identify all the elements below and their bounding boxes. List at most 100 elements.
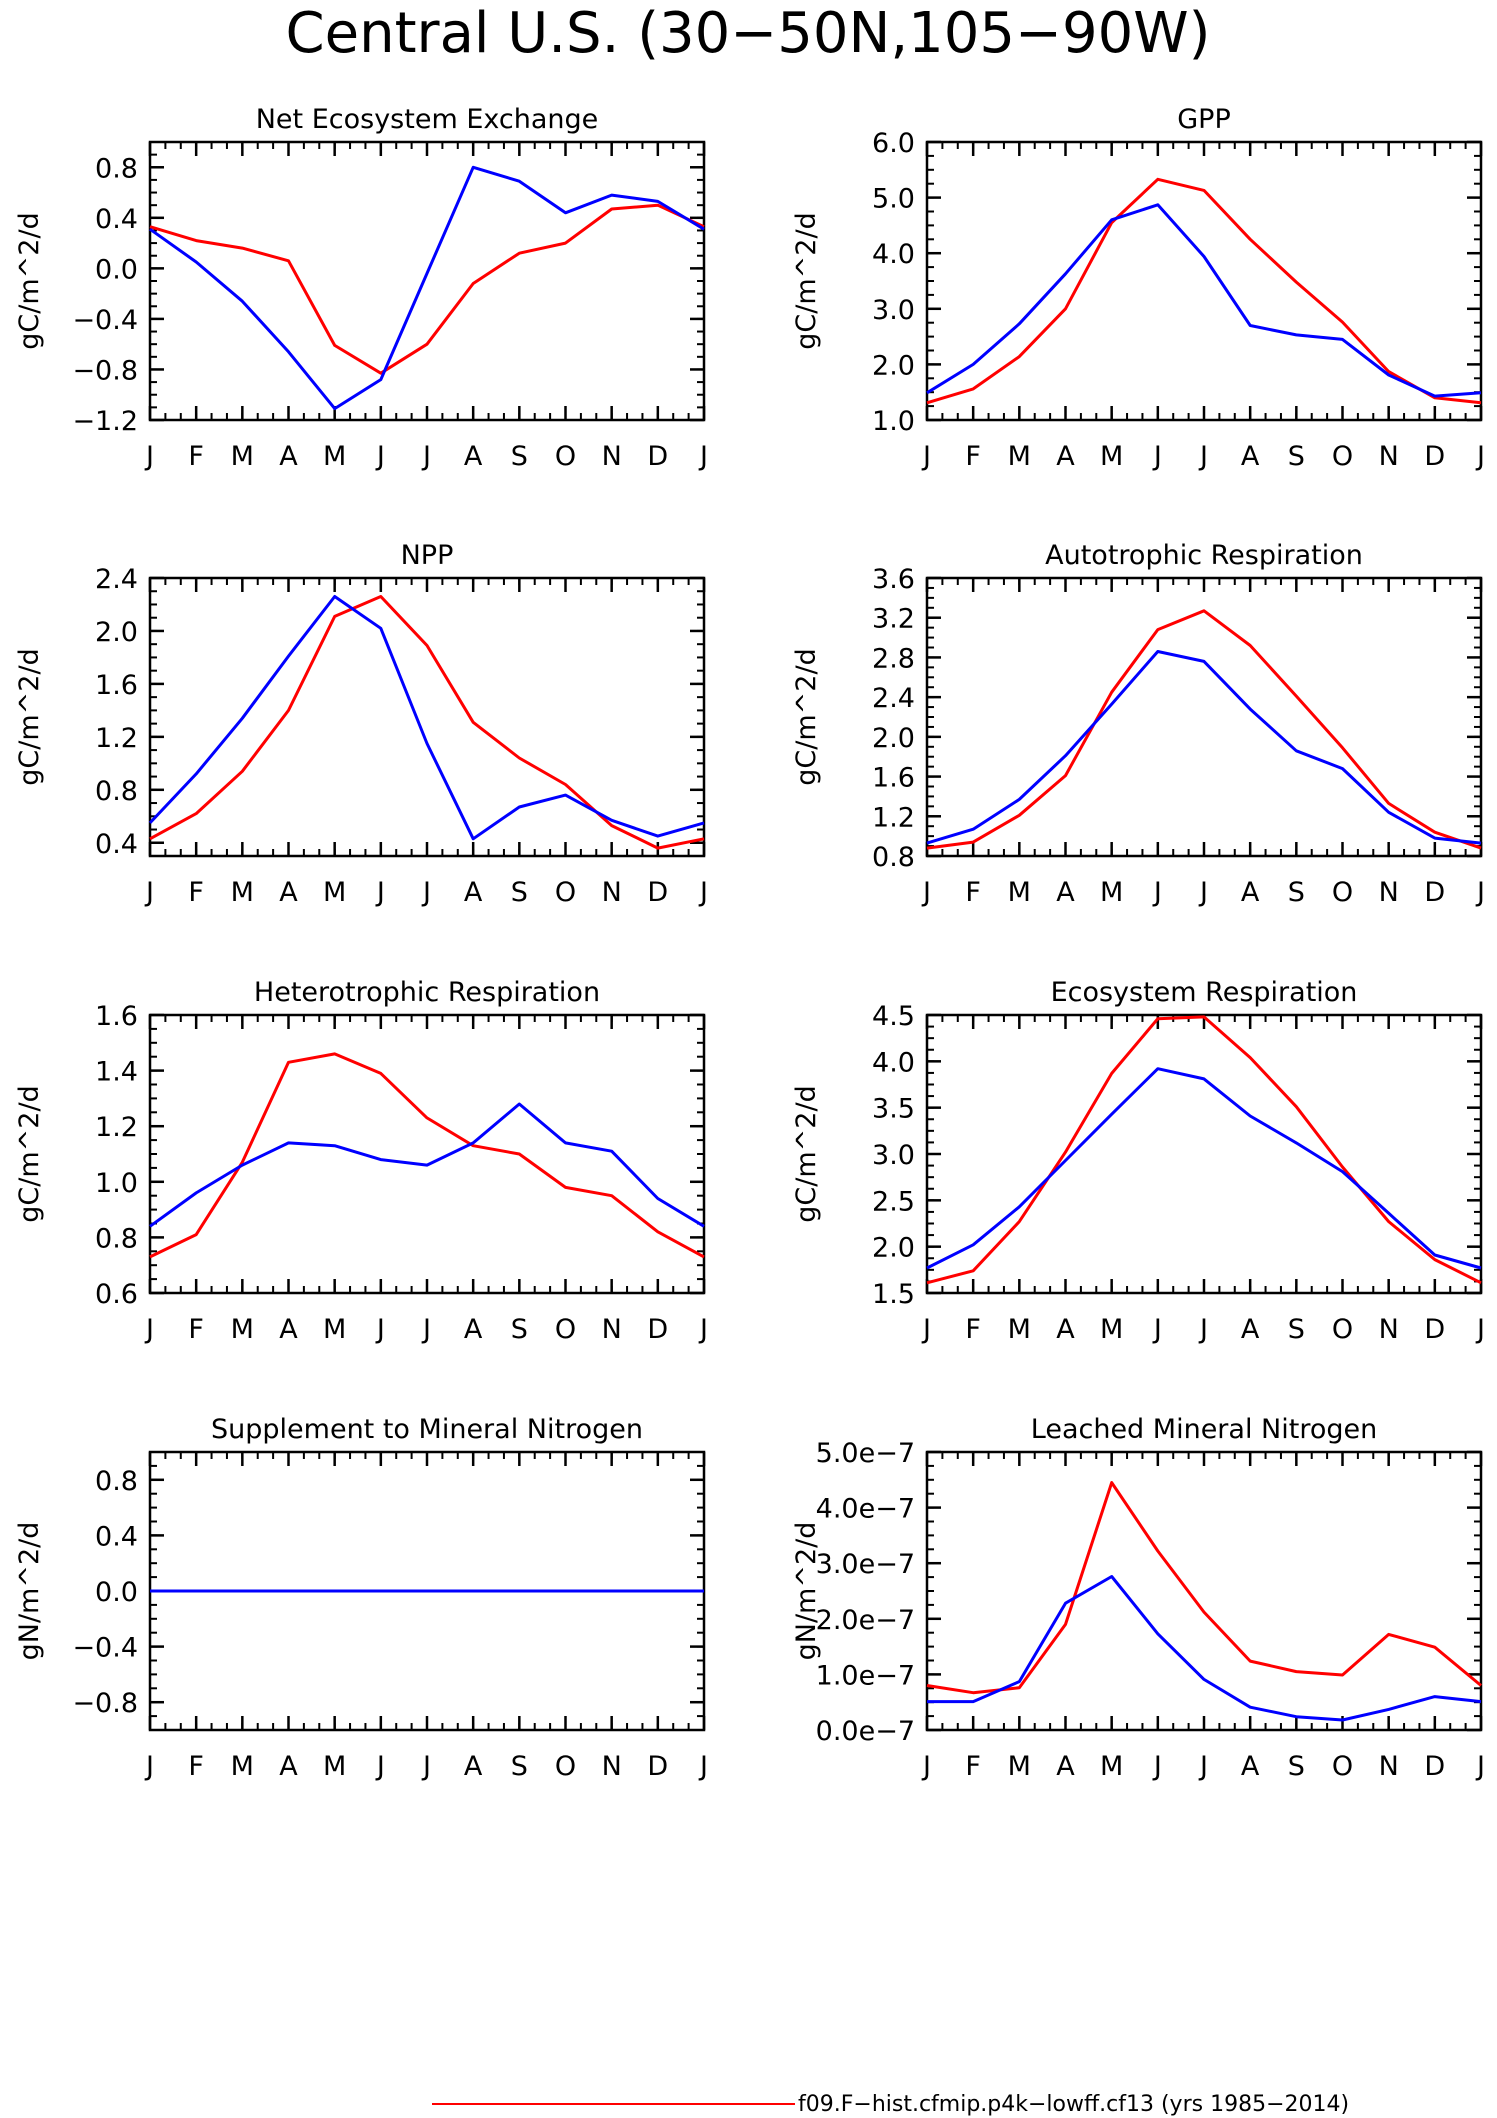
x-tick-label: D <box>1424 1751 1445 1782</box>
y-axis-label: gC/m^2/d <box>791 1085 822 1222</box>
x-tick-label: J <box>1475 877 1485 908</box>
x-tick-label: J <box>921 877 931 908</box>
x-tick-label: M <box>323 441 346 472</box>
x-tick-label: N <box>1379 441 1399 472</box>
series-line <box>149 203 705 375</box>
x-tick-label: J <box>921 1314 931 1345</box>
x-tick-label: M <box>1100 1751 1123 1782</box>
x-tick-label: S <box>511 1751 528 1782</box>
x-tick-label: J <box>1152 877 1162 908</box>
x-tick-label: J <box>1475 1751 1485 1782</box>
y-axis-label: gN/m^2/d <box>791 1522 822 1661</box>
x-tick-label: J <box>1198 877 1208 908</box>
x-tick-label: N <box>602 1314 622 1345</box>
y-tick-label: 4.0e−7 <box>816 1494 915 1525</box>
x-tick-label: F <box>965 877 981 908</box>
y-tick-label: 3.5 <box>872 1094 915 1125</box>
x-tick-label: M <box>323 1314 346 1345</box>
series-line <box>149 1052 705 1259</box>
series-line <box>926 609 1482 850</box>
y-tick-label: 3.6 <box>872 564 915 595</box>
y-tick-label: 0.8 <box>872 842 915 873</box>
x-tick-label: F <box>965 1314 981 1345</box>
x-tick-label: F <box>965 1751 981 1782</box>
y-tick-label: 1.0e−7 <box>816 1660 915 1691</box>
y-tick-label: 2.4 <box>95 564 138 595</box>
y-axis-label: gC/m^2/d <box>791 648 822 785</box>
chart-title: Autotrophic Respiration <box>1045 540 1363 571</box>
x-tick-label: J <box>421 441 431 472</box>
x-tick-label: A <box>279 877 298 908</box>
x-tick-label: D <box>1424 1314 1445 1345</box>
x-tick-label: O <box>555 441 576 472</box>
x-tick-label: D <box>647 1314 668 1345</box>
x-tick-label: M <box>1100 877 1123 908</box>
x-tick-label: N <box>1379 1751 1399 1782</box>
x-tick-label: A <box>1241 1314 1260 1345</box>
y-tick-label: 1.4 <box>95 1057 138 1088</box>
x-tick-label: S <box>511 1314 528 1345</box>
x-tick-label: J <box>698 441 708 472</box>
x-tick-label: J <box>421 1751 431 1782</box>
y-tick-label: 1.6 <box>872 763 915 794</box>
x-tick-label: O <box>1332 1751 1353 1782</box>
y-tick-label: −0.8 <box>72 1688 138 1719</box>
y-tick-label: −0.4 <box>72 305 138 336</box>
x-tick-label: A <box>1056 877 1075 908</box>
x-tick-label: O <box>1332 441 1353 472</box>
y-tick-label: 4.5 <box>872 1001 915 1032</box>
x-tick-label: S <box>1288 877 1305 908</box>
x-tick-label: M <box>231 877 254 908</box>
y-tick-label: 1.2 <box>872 802 915 833</box>
x-tick-label: J <box>1198 1314 1208 1345</box>
y-tick-label: 5.0e−7 <box>816 1438 915 1469</box>
plot-frame <box>148 140 706 422</box>
x-tick-label: J <box>375 1314 385 1345</box>
series-line <box>926 1015 1482 1285</box>
series-line <box>926 203 1482 398</box>
x-tick-label: A <box>464 1314 483 1345</box>
y-tick-label: 2.4 <box>872 683 915 714</box>
y-axis-label: gC/m^2/d <box>14 212 45 349</box>
y-tick-label: 0.8 <box>95 776 138 807</box>
y-tick-label: 5.0 <box>872 184 915 215</box>
y-tick-label: 0.0e−7 <box>816 1716 915 1747</box>
series-line <box>926 1481 1482 1695</box>
y-tick-label: −1.2 <box>72 406 138 437</box>
x-tick-label: J <box>698 1751 708 1782</box>
y-tick-label: 0.4 <box>95 1521 138 1552</box>
x-tick-label: O <box>555 1314 576 1345</box>
x-tick-label: J <box>1198 441 1208 472</box>
y-axis-label: gC/m^2/d <box>14 648 45 785</box>
y-tick-label: 0.4 <box>95 204 138 235</box>
y-tick-label: 3.0 <box>872 1140 915 1171</box>
y-tick-label: 1.6 <box>95 670 138 701</box>
x-tick-label: M <box>323 877 346 908</box>
x-tick-label: J <box>1152 1314 1162 1345</box>
x-tick-label: J <box>144 441 154 472</box>
x-tick-label: D <box>647 441 668 472</box>
x-tick-label: J <box>1475 1314 1485 1345</box>
y-axis-label: gC/m^2/d <box>791 212 822 349</box>
x-tick-label: A <box>464 1751 483 1782</box>
series-line <box>926 650 1482 845</box>
plot-frame <box>148 1013 706 1295</box>
x-tick-label: N <box>1379 877 1399 908</box>
x-tick-label: A <box>1241 1751 1260 1782</box>
y-tick-label: 0.0 <box>95 1577 138 1608</box>
x-tick-label: N <box>602 441 622 472</box>
y-tick-label: 3.2 <box>872 604 915 635</box>
x-tick-label: M <box>1100 1314 1123 1345</box>
x-tick-label: A <box>464 877 483 908</box>
x-tick-label: J <box>144 1751 154 1782</box>
x-tick-label: F <box>188 1751 204 1782</box>
series-line <box>926 177 1482 405</box>
x-tick-label: S <box>1288 441 1305 472</box>
x-tick-label: N <box>602 1751 622 1782</box>
series-line <box>148 595 705 841</box>
x-tick-label: A <box>1241 877 1260 908</box>
